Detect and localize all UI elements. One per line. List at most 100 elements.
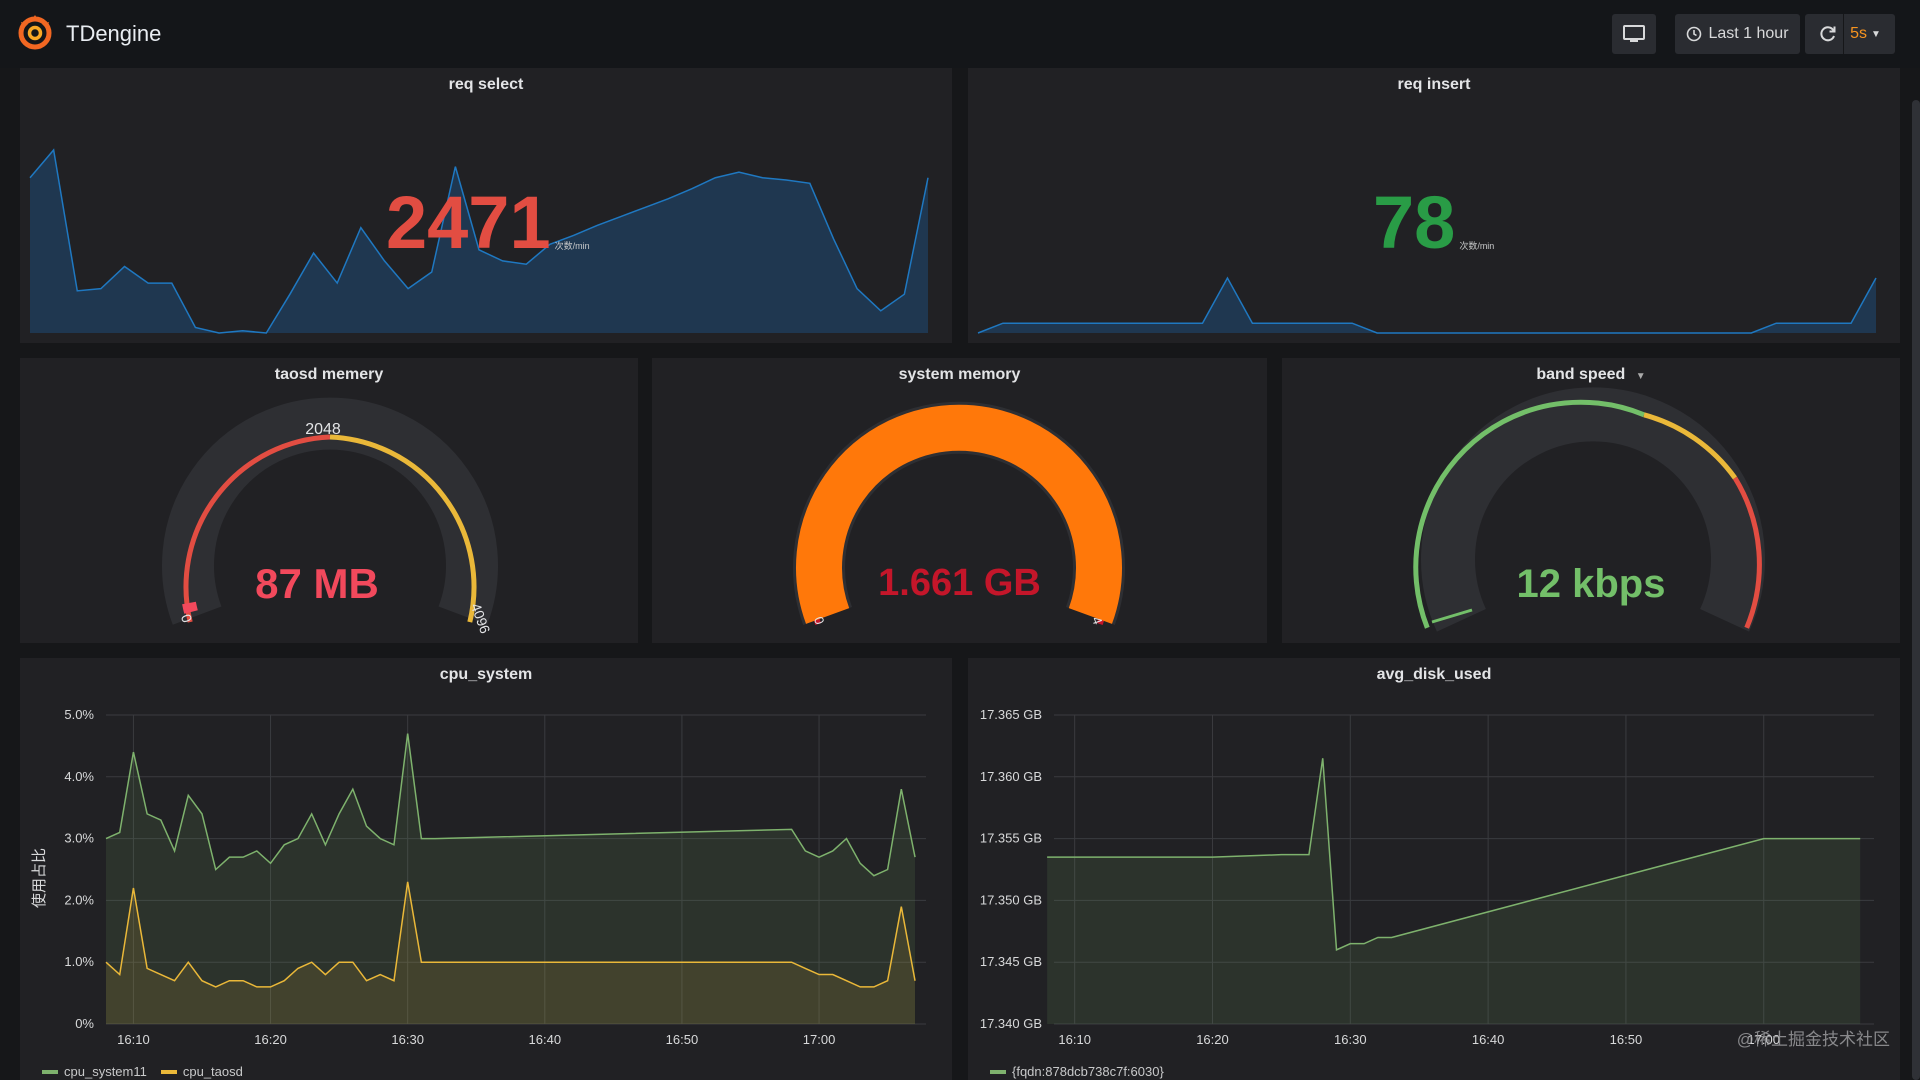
sparkline-line xyxy=(977,276,1877,334)
y-tick-label: 1.0% xyxy=(64,954,94,969)
clock-icon xyxy=(1687,26,1702,42)
x-tick-label: 17:00 xyxy=(803,1032,836,1047)
y-tick-label: 17.345 GB xyxy=(980,954,1042,969)
x-tick-label: 16:50 xyxy=(666,1032,699,1047)
gauge-threshold-yellow xyxy=(1643,412,1738,480)
legend-swatch xyxy=(160,1069,177,1074)
series-area xyxy=(1047,758,1861,1024)
refresh-icon[interactable] xyxy=(1819,25,1837,43)
req-insert-value: 78 xyxy=(1373,181,1456,264)
x-tick-label: 16:40 xyxy=(1472,1032,1505,1047)
req-insert-stat: 78 次数/min xyxy=(1373,186,1494,260)
gauge-threshold-green xyxy=(1413,399,1645,629)
x-tick-label: 16:20 xyxy=(1196,1032,1229,1047)
sparkline-area xyxy=(978,278,1876,333)
top-navbar: TDengine Last 1 hour 5s ▼ xyxy=(0,0,1920,68)
y-tick-label: 4.0% xyxy=(64,769,94,784)
chart-legend: {fqdn:878dcb738c7f:6030} xyxy=(990,1064,1164,1079)
panel-title[interactable]: req select xyxy=(448,76,524,93)
panel-req-select: req select 2471 次数/min xyxy=(20,68,952,343)
grafana-logo-icon[interactable] xyxy=(16,13,54,51)
chevron-down-icon[interactable]: ▼ xyxy=(1871,28,1881,40)
series-line xyxy=(105,881,916,988)
x-tick-label: 16:50 xyxy=(1610,1032,1643,1047)
time-range-label: Last 1 hour xyxy=(1708,25,1789,42)
req-select-sparkline xyxy=(29,148,929,334)
gauge-threshold-red xyxy=(183,434,331,623)
req-select-stat: 2471 次数/min xyxy=(386,186,590,260)
chart-legend: cpu_system11 cpu_taosd xyxy=(42,1064,243,1079)
req-select-unit: 次数/min xyxy=(554,241,590,251)
y-axis-label: 使用占比 xyxy=(31,848,48,908)
legend-item[interactable]: cpu_system11 xyxy=(42,1064,147,1079)
tv-monitor-icon xyxy=(1623,25,1645,42)
panel-req-insert: req insert 78 次数/min xyxy=(968,68,1900,343)
chevron-down-icon[interactable]: ▼ xyxy=(1635,371,1646,382)
gauge-value-arc xyxy=(1431,608,1473,624)
panel-title[interactable]: taosd memery xyxy=(274,366,384,383)
series-area xyxy=(106,733,916,1024)
y-tick-label: 3.0% xyxy=(64,831,94,846)
x-tick-label: 16:20 xyxy=(254,1032,287,1047)
panel-title[interactable]: band speed ▼ xyxy=(1282,366,1900,384)
x-tick-label: 16:40 xyxy=(529,1032,562,1047)
sparkline-line xyxy=(29,148,929,334)
req-insert-sparkline xyxy=(977,276,1877,334)
taosd-memory-value: 87 MB xyxy=(255,560,379,607)
watermark: @稀土掘金技术社区 xyxy=(1736,1030,1890,1049)
system-memory-value: 1.661 GB xyxy=(878,562,1041,604)
panel-avg-disk-used: avg_disk_used 17.365 GB 17.360 GB 17.355 G… xyxy=(968,658,1900,1080)
band-speed-title: band speed xyxy=(1536,366,1626,383)
x-tick-label: 16:30 xyxy=(391,1032,424,1047)
sparkline-area xyxy=(30,150,928,333)
legend-swatch xyxy=(990,1069,1006,1074)
req-select-value: 2471 xyxy=(386,181,551,264)
view-mode-button[interactable] xyxy=(1612,14,1656,54)
gauge-threshold-yellow xyxy=(329,434,477,623)
gauge-max-label: 4 xyxy=(1089,614,1106,626)
system-memory-gauge: 0 4 xyxy=(793,401,1125,626)
band-speed-value: 12 kbps xyxy=(1516,562,1666,606)
x-tick-label: 16:10 xyxy=(1058,1032,1091,1047)
taosd-memory-gauge: 2048 0 4096 xyxy=(162,397,498,636)
panel-title[interactable]: avg_disk_used xyxy=(1376,666,1492,683)
panel-title[interactable]: system memory xyxy=(898,366,1021,383)
panel-system-memory: system memory 0 4 1.661 GB xyxy=(652,358,1267,643)
gauge-min-label: 0 xyxy=(811,614,828,626)
panel-band-speed: band speed ▼ 12 kbps xyxy=(1282,358,1900,643)
y-tick-label: 17.355 GB xyxy=(980,831,1042,846)
series-area xyxy=(106,881,916,1024)
legend-item[interactable]: {fqdn:878dcb738c7f:6030} xyxy=(990,1064,1164,1079)
y-tick-label: 17.365 GB xyxy=(980,707,1042,722)
req-insert-unit: 次数/min xyxy=(1459,241,1495,251)
gauge-mid-label: 2048 xyxy=(305,421,341,438)
band-speed-gauge xyxy=(1413,387,1765,632)
page-scrollbar[interactable] xyxy=(1912,100,1920,1080)
legend-label: {fqdn:878dcb738c7f:6030} xyxy=(1012,1064,1164,1079)
refresh-control[interactable]: 5s ▼ xyxy=(1805,14,1895,54)
panel-cpu-system: cpu_system 5.0% 4.0% 3.0% 2.0% 1.0% 0% 16:10 16… xyxy=(20,658,952,1080)
app-title[interactable]: TDengine xyxy=(66,21,162,46)
cpu-system-chart: 5.0% 4.0% 3.0% 2.0% 1.0% 0% 16:10 16:20 16:30 16:… xyxy=(31,707,926,1047)
x-tick-label: 16:30 xyxy=(1334,1032,1367,1047)
y-tick-label: 17.340 GB xyxy=(980,1016,1042,1031)
x-tick-label: 16:10 xyxy=(117,1032,150,1047)
series-line xyxy=(105,733,916,877)
series-line xyxy=(1047,758,1861,951)
gauge-value-arc xyxy=(182,601,198,614)
y-tick-label: 0% xyxy=(75,1016,94,1031)
legend-item[interactable]: cpu_taosd xyxy=(160,1064,243,1079)
x-tick-label: 17:00 xyxy=(1747,1032,1780,1047)
legend-label: cpu_system11 xyxy=(64,1064,147,1079)
legend-swatch xyxy=(42,1069,58,1074)
avg-disk-used-chart: 17.365 GB 17.360 GB 17.355 GB 17.350 GB 17.3… xyxy=(980,707,1874,1047)
panel-title[interactable]: cpu_system xyxy=(439,666,533,683)
y-tick-label: 17.350 GB xyxy=(980,892,1042,907)
y-tick-label: 2.0% xyxy=(64,892,94,907)
gauge-threshold-red xyxy=(1732,476,1762,629)
legend-label: cpu_taosd xyxy=(182,1064,243,1079)
panel-taosd-memory: taosd memery 2048 0 4096 87 MB xyxy=(20,358,638,643)
refresh-interval-select[interactable]: 5s xyxy=(1850,25,1867,42)
panel-title[interactable]: req insert xyxy=(1397,76,1471,93)
time-range-picker[interactable]: Last 1 hour xyxy=(1675,14,1800,54)
